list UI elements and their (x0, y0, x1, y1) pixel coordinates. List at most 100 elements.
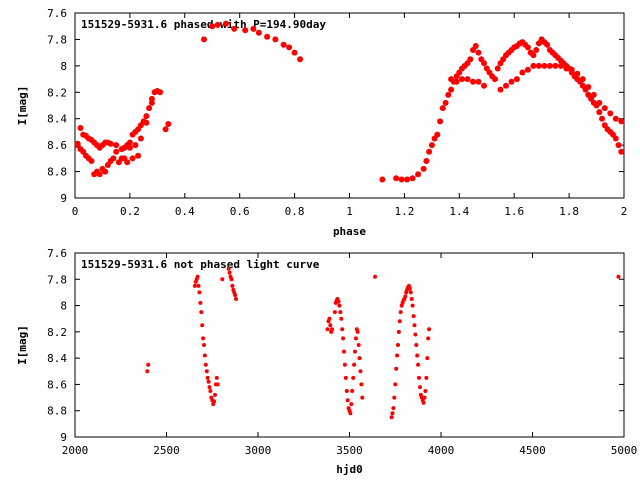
data-point (353, 336, 358, 341)
data-point (601, 105, 608, 112)
x-tick-label: 4500 (519, 444, 546, 457)
data-point (590, 91, 597, 98)
data-point (415, 171, 422, 178)
data-point (359, 382, 364, 387)
data-point (201, 336, 206, 341)
data-point (426, 336, 431, 341)
data-point (205, 375, 210, 380)
data-point (535, 62, 542, 69)
data-point (409, 175, 416, 182)
data-point (448, 76, 455, 83)
y-tick-label: 7.8 (47, 33, 67, 46)
data-point (392, 395, 397, 400)
data-point (437, 118, 444, 125)
data-point (286, 44, 293, 51)
data-point (337, 303, 342, 308)
data-point (442, 99, 449, 106)
data-point (417, 375, 421, 380)
data-point (464, 76, 471, 83)
data-point (524, 66, 531, 73)
data-point (403, 294, 408, 299)
y-tick-label: 7.8 (47, 273, 67, 286)
data-point (264, 33, 271, 40)
data-point (557, 62, 564, 69)
x-tick-label: 1.8 (559, 205, 579, 218)
data-point (470, 78, 476, 85)
data-point (396, 343, 400, 347)
data-point (223, 20, 229, 27)
data-point (233, 293, 238, 298)
data-point (411, 314, 416, 319)
y-tick-label: 7.6 (47, 7, 67, 20)
data-point (338, 310, 343, 315)
data-point (616, 274, 621, 279)
data-point (574, 70, 581, 77)
y-axis-label: I[mag] (16, 325, 29, 365)
data-point (519, 69, 526, 76)
data-point (475, 49, 482, 56)
data-point (426, 148, 433, 155)
x-tick-label: 2 (621, 205, 628, 218)
data-point (344, 389, 349, 393)
data-point (214, 375, 219, 380)
data-points (74, 20, 625, 183)
data-point (439, 105, 446, 112)
x-tick-label: 0.6 (230, 205, 250, 218)
data-point (612, 115, 619, 122)
data-point (297, 56, 304, 63)
data-point (541, 62, 548, 69)
data-point (360, 395, 365, 400)
data-point (503, 82, 509, 89)
data-point (475, 78, 482, 85)
x-tick-label: 1.6 (504, 205, 524, 218)
data-point (215, 382, 220, 387)
data-point (415, 353, 420, 358)
data-point (132, 142, 139, 149)
data-point (448, 86, 455, 93)
data-point (508, 78, 515, 85)
x-tick-label: 5000 (611, 444, 638, 457)
data-point (421, 400, 426, 405)
data-point (358, 369, 363, 374)
data-point (196, 283, 201, 288)
data-point (596, 99, 603, 106)
data-point (199, 310, 204, 315)
y-tick-label: 9 (60, 192, 67, 205)
data-point (137, 135, 144, 142)
y-tick-label: 8.4 (47, 113, 67, 126)
x-tick-label: 1.4 (449, 205, 469, 218)
data-point (146, 105, 153, 112)
data-point (202, 353, 207, 358)
data-point (472, 43, 479, 49)
data-point (91, 171, 98, 178)
data-point (213, 392, 217, 397)
data-point (393, 175, 400, 182)
data-point (391, 406, 396, 411)
data-point (341, 336, 346, 341)
data-point (546, 62, 553, 69)
data-point (492, 76, 498, 83)
data-point (162, 126, 169, 133)
data-point (197, 290, 202, 295)
y-tick-label: 7.6 (47, 247, 67, 260)
data-point (599, 115, 605, 122)
data-point (351, 375, 356, 380)
data-point (352, 362, 357, 367)
data-point (585, 84, 592, 90)
data-point (494, 65, 501, 72)
data-point (340, 327, 345, 332)
data-point (145, 369, 150, 374)
data-point (396, 329, 401, 334)
data-point (80, 148, 87, 155)
data-point (394, 366, 399, 371)
data-point (568, 66, 575, 73)
data-point (200, 323, 205, 328)
data-point (113, 142, 120, 149)
data-point (327, 316, 332, 321)
data-point (350, 389, 355, 393)
data-point (390, 411, 395, 416)
y-tick-label: 8.8 (47, 405, 67, 418)
data-point (355, 329, 360, 334)
data-point (467, 56, 474, 63)
